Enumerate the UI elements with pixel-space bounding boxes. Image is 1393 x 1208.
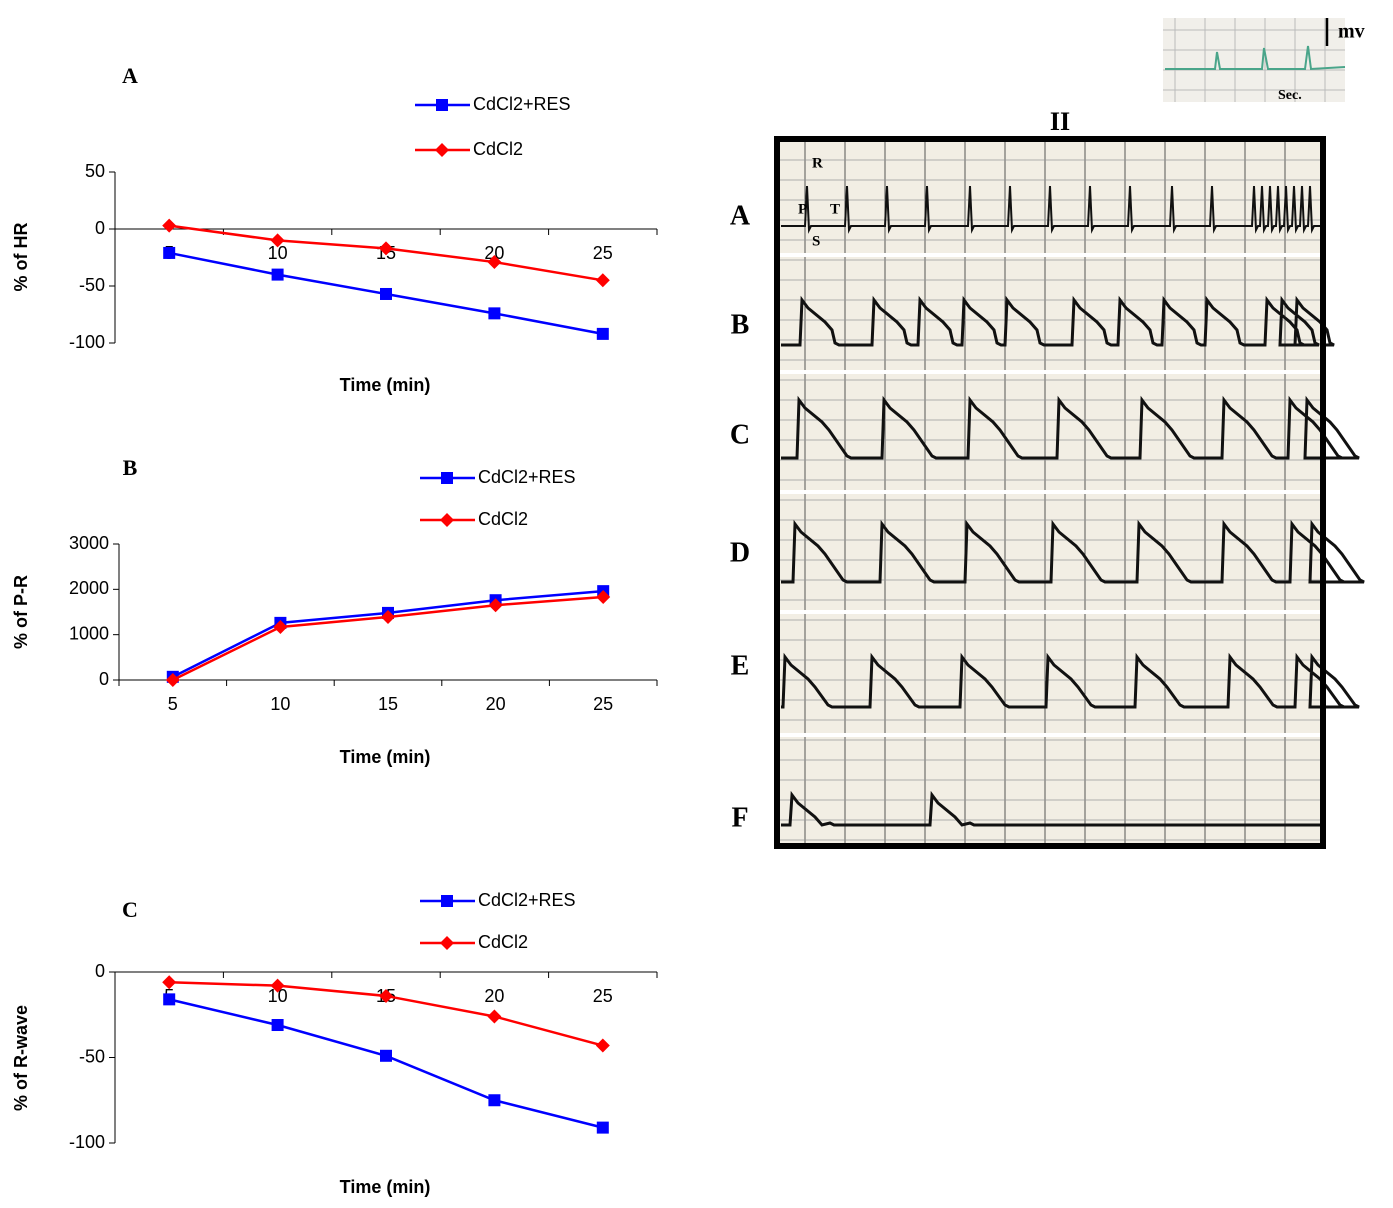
marker xyxy=(596,327,609,340)
marker xyxy=(595,1038,610,1053)
x-tick-label: 15 xyxy=(378,694,398,714)
marker xyxy=(488,598,503,613)
wave-label: P xyxy=(798,201,807,217)
y-tick-label: 50 xyxy=(85,161,105,181)
y-tick-label: 3000 xyxy=(69,533,109,553)
ecg-row-label: B xyxy=(731,309,750,340)
y-tick-label: 1000 xyxy=(69,623,109,643)
panel-label: B xyxy=(123,455,138,480)
marker xyxy=(380,287,392,300)
y-tick-label: -100 xyxy=(69,332,105,352)
marker xyxy=(488,307,501,320)
ecg-grid xyxy=(780,142,1320,843)
x-axis-title: Time (min) xyxy=(340,375,431,395)
marker xyxy=(595,273,610,288)
y-tick-label: 0 xyxy=(99,669,109,689)
ecg-row-label: A xyxy=(730,200,751,231)
inset-trace xyxy=(1165,45,1346,71)
marker xyxy=(488,1094,501,1107)
y-tick-label: 0 xyxy=(95,961,105,981)
ecg-trace xyxy=(781,395,1360,460)
wave-label: T xyxy=(830,201,840,217)
legend-label: CdCl2 xyxy=(473,139,523,159)
x-tick-label: 10 xyxy=(270,694,290,714)
marker xyxy=(596,590,611,605)
legend-label: CdCl2+RES xyxy=(478,890,576,910)
ecg-border xyxy=(774,136,1326,849)
x-tick-label: 10 xyxy=(268,986,288,1006)
panel-label: A xyxy=(122,63,138,88)
mv-label: mv xyxy=(1338,21,1365,43)
y-tick-label: 2000 xyxy=(69,578,109,598)
ecg-row-label: D xyxy=(730,537,750,568)
marker xyxy=(271,1019,284,1032)
ecg-trace xyxy=(781,519,1365,584)
ecg-traces xyxy=(781,185,1365,827)
marker xyxy=(435,143,449,157)
marker xyxy=(379,988,393,1003)
marker xyxy=(381,609,395,624)
y-tick-label: -100 xyxy=(69,1132,105,1152)
marker xyxy=(162,975,177,990)
ecg-title: II xyxy=(1050,107,1070,136)
x-tick-label: 25 xyxy=(593,986,613,1006)
wave-label: R xyxy=(812,155,823,171)
marker xyxy=(487,255,502,270)
panel-label: C xyxy=(122,897,138,922)
y-axis-title: % of HR xyxy=(11,223,31,292)
marker xyxy=(273,619,288,634)
x-tick-label: 20 xyxy=(484,986,504,1006)
marker xyxy=(163,246,176,259)
legend-label: CdCl2+RES xyxy=(478,467,576,487)
ecg-trace xyxy=(781,790,1320,827)
marker xyxy=(270,978,285,993)
y-tick-label: -50 xyxy=(79,275,105,295)
x-axis-title: Time (min) xyxy=(340,747,431,767)
x-tick-label: 10 xyxy=(268,243,288,263)
ecg-row-label: E xyxy=(731,650,750,681)
legend-label: CdCl2 xyxy=(478,932,528,952)
ecg-row-label: F xyxy=(731,802,748,833)
x-tick-label: 5 xyxy=(168,694,178,714)
wave-label: S xyxy=(812,233,820,249)
marker xyxy=(440,936,454,950)
y-axis-title: % of P-R xyxy=(11,575,31,649)
marker xyxy=(596,1121,609,1134)
marker xyxy=(380,1049,392,1062)
ecg-trace xyxy=(781,185,1320,234)
marker xyxy=(270,233,285,248)
marker xyxy=(487,1009,502,1024)
marker xyxy=(162,218,177,233)
ecg-row-label: C xyxy=(730,419,750,450)
marker xyxy=(440,513,454,527)
marker xyxy=(379,241,393,256)
ecg-trace xyxy=(781,295,1335,347)
marker xyxy=(441,472,453,484)
marker xyxy=(271,268,284,281)
marker xyxy=(436,99,448,111)
y-tick-label: -50 xyxy=(79,1046,105,1066)
marker xyxy=(163,993,176,1006)
marker xyxy=(165,673,180,687)
x-tick-label: 25 xyxy=(593,694,613,714)
legend-label: CdCl2 xyxy=(478,509,528,529)
x-tick-label: 20 xyxy=(484,243,504,263)
legend-label: CdCl2+RES xyxy=(473,94,571,114)
scale-inset xyxy=(1163,18,1345,102)
y-axis-title: % of R-wave xyxy=(11,1005,31,1111)
x-tick-label: 20 xyxy=(486,694,506,714)
x-tick-label: 25 xyxy=(593,243,613,263)
marker xyxy=(441,895,453,907)
y-tick-label: 0 xyxy=(95,218,105,238)
sec-label: Sec. xyxy=(1278,88,1302,103)
ecg-trace xyxy=(781,652,1360,709)
x-axis-title: Time (min) xyxy=(340,1177,431,1197)
